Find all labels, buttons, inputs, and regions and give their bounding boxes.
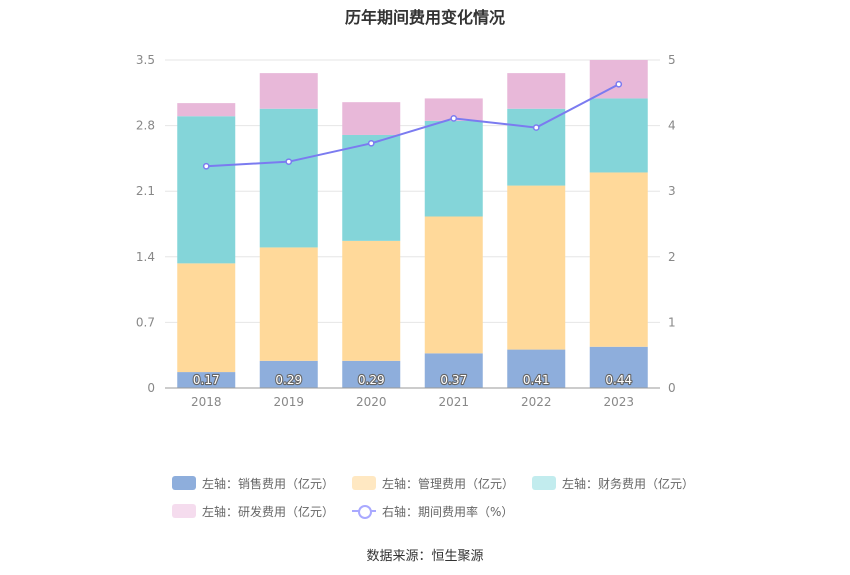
bar-segment: [342, 134, 401, 241]
x-axis-tick-label: 2020: [356, 395, 387, 409]
right-axis-tick-label: 0: [668, 381, 676, 395]
bar-data-label: 0.29: [358, 373, 385, 387]
legend-swatch-rnd: [172, 504, 196, 518]
bar-segment: [342, 102, 401, 135]
rate-point: [532, 124, 540, 131]
bar-segment: [507, 108, 566, 186]
bar-data-label: 0.29: [275, 373, 302, 387]
rate-point: [202, 162, 210, 170]
rate-point: [615, 80, 623, 88]
legend-line-icon: [352, 504, 377, 519]
bar-segment: [424, 353, 483, 388]
data-source: 数据来源：恒生聚源: [366, 549, 484, 564]
bar-segment: [589, 60, 648, 99]
bar-data-label: 0.17: [193, 373, 220, 387]
bar-segment: [342, 360, 401, 388]
bar-segment: [259, 73, 318, 109]
bar-data-label: 0.37: [440, 373, 467, 387]
legend-swatch-finance: [532, 476, 557, 490]
legend-label-admin: 左轴：管理费用（亿元）: [382, 476, 515, 491]
right-axis-tick-label: 5: [668, 53, 676, 67]
bar-segment: [177, 103, 236, 117]
left-axis-tick-label: 0: [147, 381, 155, 395]
legend-label-finance: 左轴：财务费用（亿元）: [562, 476, 695, 491]
legend-item-finance[interactable]: 左轴：财务费用（亿元）: [532, 475, 694, 492]
bar-segment: [259, 247, 318, 361]
bar-data-label: 0.44: [605, 373, 632, 387]
legend-label-sales: 左轴：销售费用（亿元）: [202, 476, 335, 491]
x-axis-tick-label: 2021: [438, 395, 469, 409]
left-axis-tick-label: 1.4: [136, 250, 155, 264]
legend-item-admin[interactable]: 左轴：管理费用（亿元）: [352, 475, 514, 492]
bar-segment: [177, 263, 236, 373]
right-axis-tick-label: 4: [668, 119, 676, 133]
bar-segment: [589, 346, 648, 388]
legend-label-rate: 右轴：期间费用率（%）: [382, 504, 514, 519]
x-axis-tick-label: 2019: [273, 395, 304, 409]
rate-point: [450, 115, 458, 122]
bar-segment: [177, 372, 236, 388]
right-axis-tick-label: 3: [668, 184, 676, 198]
legend-label-rnd: 左轴：研发费用（亿元）: [202, 504, 335, 519]
legend-swatch-admin: [352, 476, 377, 490]
chart-title: 历年期间费用变化情况: [344, 8, 505, 27]
bar-segment: [424, 216, 483, 354]
bar-segment: [589, 98, 648, 173]
bar-data-label: 0.41: [523, 373, 550, 387]
rate-point: [367, 139, 375, 147]
left-axis-tick-label: 2.1: [136, 184, 155, 198]
legend-item-rnd[interactable]: 左轴：研发费用（亿元）: [172, 503, 334, 520]
bar-segment: [342, 240, 401, 361]
x-axis-tick-label: 2023: [603, 395, 634, 409]
bar-segment: [507, 349, 566, 388]
right-axis-tick-label: 1: [668, 315, 676, 329]
legend-swatch-sales: [172, 476, 196, 490]
bar-segment: [424, 120, 483, 217]
rate-point: [285, 158, 293, 166]
bar-segment: [589, 172, 648, 347]
x-axis-tick-label: 2022: [521, 395, 552, 409]
bar-segment: [259, 360, 318, 388]
chart-legend: 左轴：销售费用（亿元） 左轴：管理费用（亿元） 左轴：财务费用（亿元） 左轴：研…: [172, 472, 732, 528]
rate-line: [206, 83, 620, 168]
x-axis-tick-label: 2018: [191, 395, 222, 409]
legend-item-sales[interactable]: 左轴：销售费用（亿元）: [172, 475, 334, 492]
left-axis-tick-label: 2.8: [136, 119, 155, 133]
bar-segment: [259, 108, 318, 248]
left-axis-tick-label: 3.5: [136, 53, 155, 67]
bar-segment: [507, 73, 566, 109]
right-axis-tick-label: 2: [668, 250, 676, 264]
bar-segment: [507, 185, 566, 350]
legend-item-rate[interactable]: 右轴：期间费用率（%）: [352, 503, 513, 520]
bar-segment: [424, 98, 483, 121]
left-axis-tick-label: 0.7: [136, 315, 155, 329]
bar-segment: [177, 116, 236, 264]
